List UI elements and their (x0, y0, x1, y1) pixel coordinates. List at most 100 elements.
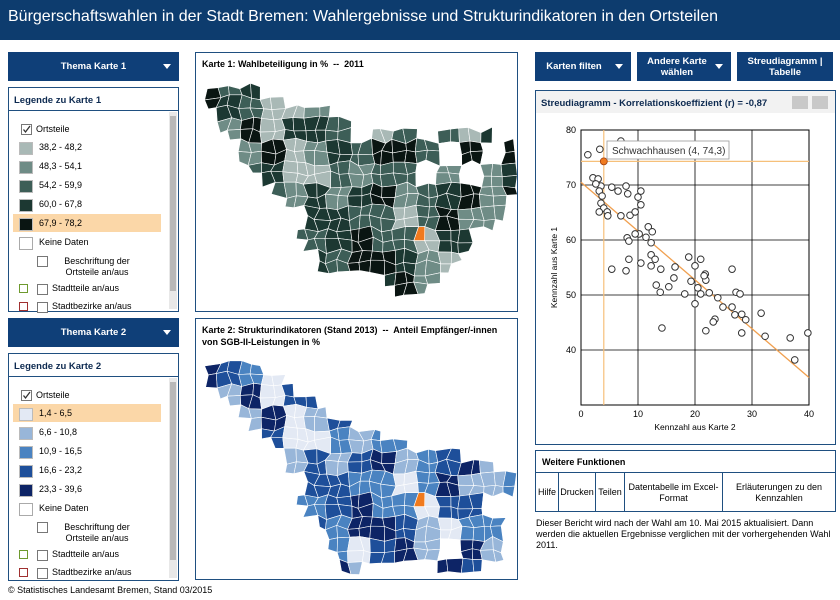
toolbar-button[interactable]: Karten filten (535, 52, 631, 81)
toggle-label[interactable]: Stadtteile an/aus (52, 549, 120, 559)
function-button[interactable]: Datentabelle im Excel-Format (625, 473, 723, 512)
legend-label: 48,3 - 54,1 (39, 161, 83, 171)
district (247, 416, 262, 432)
toggle-label[interactable]: Beschriftung der Ortsteile an/aus (64, 256, 130, 277)
button-label[interactable]: Datentabelle im Excel-Format (628, 481, 719, 503)
legend-label: 38,2 - 48,2 (39, 142, 83, 152)
button-label[interactable]: Drucken (560, 487, 594, 497)
point (625, 237, 633, 245)
checkbox[interactable] (37, 256, 48, 267)
button-label[interactable]: Erläuterungen zu den Kennzahlen (735, 481, 823, 503)
point (623, 190, 632, 198)
district (446, 557, 464, 574)
district (250, 82, 261, 101)
download-icon[interactable] (792, 96, 808, 109)
legend-label: 67,9 - 78,2 (39, 218, 83, 228)
point (607, 265, 616, 273)
district (358, 259, 372, 273)
checkbox[interactable] (21, 390, 32, 401)
toggle-label[interactable]: Beschriftung der Ortsteile an/aus (64, 522, 130, 543)
point (631, 230, 639, 238)
point (617, 212, 625, 220)
point (651, 255, 659, 264)
map-panel: Karte 2: Strukturindikatoren (Stand 2013… (195, 318, 518, 580)
y-tick-label: 60 (566, 235, 576, 245)
district (480, 126, 493, 144)
selected-row (13, 214, 161, 232)
point (731, 311, 739, 319)
district (491, 141, 506, 153)
district (347, 461, 363, 474)
toggle-label[interactable]: Stadtteile an/aus (52, 283, 120, 293)
functions-title: Weitere Funktionen (542, 457, 626, 467)
theme-button[interactable]: Thema Karte 2 (8, 318, 179, 347)
legend-swatch (19, 237, 33, 250)
toggle-label[interactable]: Stadtbezirke an/aus (52, 567, 132, 577)
district (205, 373, 218, 389)
checkbox[interactable] (21, 124, 32, 135)
district (436, 558, 449, 574)
toolbar-button[interactable]: Andere Karte wählen (637, 52, 731, 81)
point (705, 289, 714, 297)
point (584, 150, 592, 159)
checkbox[interactable] (37, 522, 48, 533)
point (637, 259, 645, 267)
function-button[interactable]: Drucken (559, 473, 596, 512)
expand-icon[interactable] (812, 96, 828, 109)
button-label[interactable]: Teilen (598, 487, 622, 497)
chart-title: Streudiagramm - Korrelationskoeffizient … (541, 98, 767, 109)
title-bar (536, 91, 835, 113)
point (603, 212, 612, 220)
graphic: Streudiagramm - Korrelationskoeffizient … (536, 91, 835, 432)
point (658, 324, 666, 332)
district (450, 127, 460, 143)
y-tick-label: 80 (566, 125, 576, 135)
layer-marker (19, 568, 28, 577)
district (438, 141, 453, 153)
function-button[interactable]: Erläuterungen zu den Kennzahlen (723, 473, 835, 512)
district (305, 395, 319, 410)
layer-marker (19, 550, 28, 559)
legend-swatch (19, 199, 33, 212)
point (647, 238, 655, 247)
x-tick-label: 20 (690, 409, 700, 419)
note: Dieser Bericht wird nach der Wahl am 10.… (536, 518, 831, 550)
district (437, 251, 452, 265)
checkbox[interactable] (37, 284, 48, 295)
point (614, 187, 622, 195)
legend-title: Legende zu Karte 2 (14, 361, 102, 372)
legend-swatch (19, 218, 33, 231)
checkbox[interactable] (37, 568, 48, 579)
district (381, 451, 397, 464)
tooltip-text: Schwachhausen (4, 74,3) (612, 146, 725, 157)
scatter-panel: Streudiagramm - Korrelationskoeffizient … (535, 90, 836, 445)
button-label: Thema Karte 1 (60, 61, 127, 72)
point (595, 208, 604, 216)
function-button[interactable]: Teilen (596, 473, 625, 512)
point (728, 303, 736, 311)
layer-marker (19, 284, 28, 293)
point (700, 271, 708, 280)
graphic (204, 82, 517, 298)
toggle-label[interactable]: Stadtbezirke an/aus (52, 301, 132, 311)
tooltip-box (606, 140, 730, 160)
legend-label: 6,6 - 10,8 (39, 427, 78, 437)
button-label[interactable]: Hilfe (538, 487, 557, 497)
district (249, 363, 265, 376)
scroll-thumb[interactable] (170, 116, 176, 291)
legend-title: Legende zu Karte 1 (14, 95, 102, 106)
district (501, 174, 517, 189)
checkbox[interactable] (37, 302, 48, 313)
checkbox[interactable] (37, 550, 48, 561)
district (491, 175, 503, 187)
dropdown-arrow (715, 64, 723, 69)
function-button[interactable]: Hilfe (536, 473, 559, 512)
district (493, 204, 507, 222)
functions-panel: Weitere Funktionen Hilfe Drucken Teilen Date… (535, 450, 836, 512)
theme-button[interactable]: Thema Karte 1 (8, 52, 179, 81)
point (596, 145, 604, 154)
toolbar-button[interactable]: Streudiagramm | Tabelle (737, 52, 833, 81)
point (637, 187, 645, 195)
scroll-thumb[interactable] (170, 382, 176, 560)
divider (9, 110, 178, 111)
